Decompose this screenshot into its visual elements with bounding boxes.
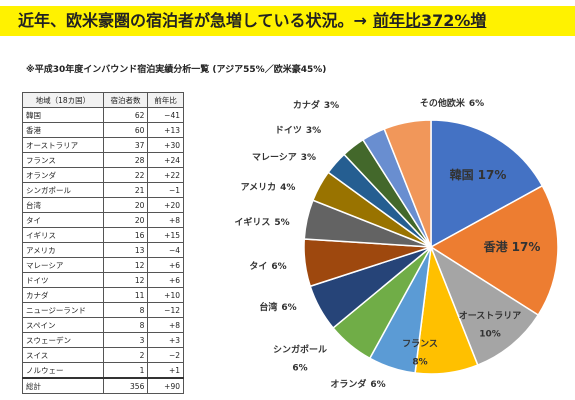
slice-label: イギリス [234,216,270,228]
slice-label: マレーシア [252,152,297,163]
slice-value-label: 3% [324,101,339,111]
slice-value-label: 3% [301,153,316,163]
slice-value-label: 17% [512,240,541,254]
slice-value-label: 8% [412,358,427,368]
slice-label: シンガポール [273,344,327,356]
slice-label-group: ドイツ 3% [275,125,321,136]
slice-label-group: マレーシア 3% [252,152,316,163]
table-cell: 22 [102,167,149,183]
slice-value-label: 6% [281,303,296,313]
slice-value-label: 10% [479,330,501,340]
column-header: 地域（18カ国） [22,92,104,108]
table-cell: 356 [102,377,149,394]
table-cell: 2 [102,347,149,363]
table-row: フランス 28 +24 [22,152,184,168]
pie-slice [430,119,544,249]
slice-label-group: タイ 6% [249,260,286,272]
slice-label: その他欧米 [420,97,466,109]
table-row: オランダ 22 +22 [22,167,184,183]
slice-label-group: その他欧米 6% [420,97,484,109]
slice-value-label: 4% [280,183,295,193]
table-cell: 総計 [22,377,104,394]
slice-label-group: 台湾 6% [259,301,296,313]
slice-value-label: 6% [292,364,307,374]
slice-label-group: イギリス 5% [234,216,289,228]
pie-slice [429,184,559,317]
slice-value-label: 5% [274,218,289,228]
table-row: 総計 356 +90 [22,377,184,394]
slice-label: アメリカ [241,182,277,193]
slice-value-label: 17% [478,168,507,182]
slice-label: オーストラリア [459,311,522,322]
table-row: スウェーデン 3 +3 [22,332,184,348]
headline-emphasis: 前年比372%増 [372,11,487,30]
table-row: タイ 20 +8 [22,212,184,228]
slice-value-label: 3% [306,126,321,136]
table-row: 韓国 62 −41 [22,107,184,123]
table-cell: +10 [147,287,184,303]
pie-slice [429,245,540,367]
slice-value-label: 6% [271,262,286,272]
table-row: イギリス 16 +15 [22,227,184,243]
table-cell: スイス [22,347,104,363]
slice-label: カナダ [293,99,320,111]
headline-text: 近年、欧米豪圏の宿泊者が急増している状況。→ [18,11,367,30]
slice-label-group: 韓国 17% [450,167,507,182]
slice-label: フランス [402,339,438,350]
slice-label: 韓国 [450,167,474,182]
table-cell: +90 [147,377,184,394]
slice-label-group: 香港 17% [483,239,541,254]
pie-slice [383,119,432,248]
table-cell: オーストラリア [22,137,104,153]
table-row: 香港 60 +13 [22,122,184,138]
slice-label-group: アメリカ 4% [241,182,296,193]
table-cell: タイ [22,212,104,228]
slice-label: タイ [249,260,267,272]
subtitle: ※平成30年度インバウンド宿泊実績分析一覧 (アジア55%／欧米豪45%) [26,65,327,75]
column-header: 前年比 [147,92,184,108]
slice-label: ドイツ [275,125,302,136]
headline: 近年、欧米豪圏の宿泊者が急増している状況。→ 前年比372%増 [0,6,575,36]
slice-label: オランダ [330,378,366,390]
data-table: 地域（18カ国） 宿泊者数 前年比 韓国 62 −41 香港 60 +13 オーストラリア 37 +3… [22,92,184,394]
table-row: オーストラリア 37 +30 [22,137,184,153]
table-cell: 20 [102,212,149,228]
column-header: 宿泊者数 [102,92,149,108]
slice-label-group: カナダ 3% [293,99,339,111]
slice-label: 台湾 [259,301,277,313]
slice-value-label: 6% [370,380,385,390]
slice-label: 香港 [483,239,509,254]
table-cell: −41 [147,107,184,123]
table-row: スイス 2 −2 [22,347,184,363]
slice-label-group: オランダ 6% [330,378,385,390]
slice-value-label: 6% [469,99,484,109]
table-cell: 3 [102,332,149,348]
table-row: 台湾 20 +20 [22,197,184,213]
table-cell: −2 [147,347,184,363]
